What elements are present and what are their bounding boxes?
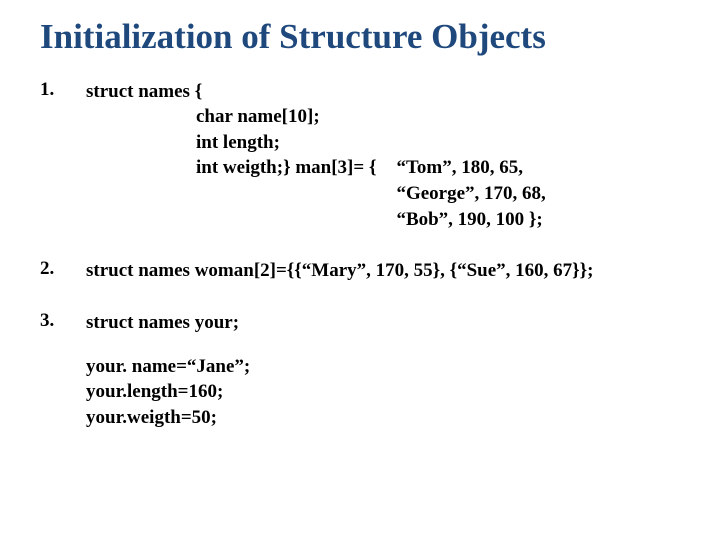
code-line: “Bob”, 190, 100 }; bbox=[396, 207, 545, 233]
code-line: “George”, 170, 68, bbox=[396, 181, 545, 207]
code-line: struct names your; bbox=[86, 310, 239, 336]
code-line: your. name=“Jane”; bbox=[86, 354, 250, 380]
item-body: struct names woman[2]={{“Mary”, 170, 55}… bbox=[86, 258, 593, 284]
item-number: 1. bbox=[40, 79, 86, 101]
list-item-3: 3. struct names your; bbox=[40, 310, 690, 336]
item-body: struct names { char name[10]; int length… bbox=[86, 79, 546, 233]
item-number: 2. bbox=[40, 258, 86, 280]
init-values-lines: “George”, 170, 68, “Bob”, 190, 100 }; bbox=[396, 181, 545, 232]
code-line bbox=[396, 104, 523, 130]
code-block-row: char name[10]; int length; int weigth;} … bbox=[86, 104, 546, 181]
slide: Initialization of Structure Objects 1. s… bbox=[0, 0, 720, 540]
list-item-3-assignments: your. name=“Jane”; your.length=160; your… bbox=[40, 354, 690, 431]
code-line: struct names { bbox=[86, 79, 546, 105]
init-values: “Tom”, 180, 65, bbox=[396, 104, 523, 181]
code-line: int weigth;} man[3]= { bbox=[196, 155, 376, 181]
code-line: your.length=160; bbox=[86, 379, 250, 405]
list-item-2: 2. struct names woman[2]={{“Mary”, 170, … bbox=[40, 258, 690, 284]
item-body: your. name=“Jane”; your.length=160; your… bbox=[86, 354, 250, 431]
code-line: struct names woman[2]={{“Mary”, 170, 55}… bbox=[86, 258, 593, 284]
struct-fields: char name[10]; int length; int weigth;} … bbox=[196, 104, 376, 181]
item-number: 3. bbox=[40, 310, 86, 332]
init-values-cont: int weigth;} man[3]= { “George”, 170, 68… bbox=[86, 181, 546, 232]
item-body: struct names your; bbox=[86, 310, 239, 336]
code-line: your.weigth=50; bbox=[86, 405, 250, 431]
list-item-1: 1. struct names { char name[10]; int len… bbox=[40, 79, 690, 233]
code-line: char name[10]; bbox=[196, 104, 376, 130]
code-line: “Tom”, 180, 65, bbox=[396, 155, 523, 181]
code-line: int length; bbox=[196, 130, 376, 156]
slide-title: Initialization of Structure Objects bbox=[40, 18, 690, 57]
code-line bbox=[396, 130, 523, 156]
